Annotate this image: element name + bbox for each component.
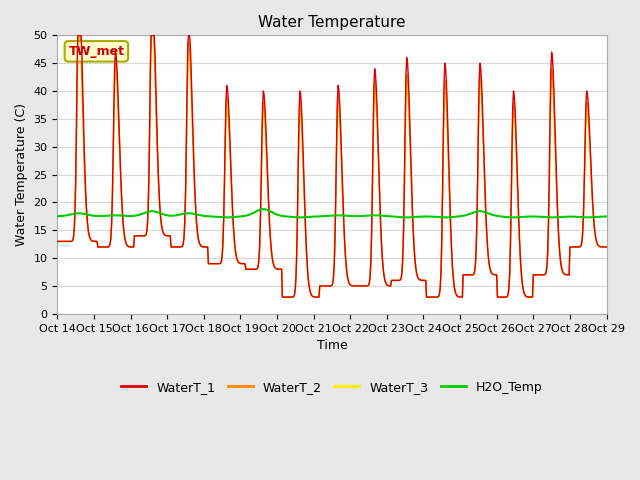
WaterT_1 bbox=[603, 244, 611, 250]
H2O_Temp bbox=[54, 213, 61, 219]
WaterT_1 bbox=[175, 244, 182, 250]
Title: Water Temperature: Water Temperature bbox=[258, 15, 406, 30]
H2O_Temp bbox=[432, 214, 440, 220]
WaterT_3 bbox=[54, 239, 61, 244]
WaterT_2 bbox=[603, 244, 611, 250]
WaterT_3 bbox=[378, 244, 385, 250]
Line: H2O_Temp: H2O_Temp bbox=[58, 209, 607, 217]
H2O_Temp bbox=[174, 212, 182, 218]
WaterT_3 bbox=[554, 218, 561, 224]
WaterT_1 bbox=[378, 240, 385, 246]
Y-axis label: Water Temperature (C): Water Temperature (C) bbox=[15, 103, 28, 246]
Legend: WaterT_1, WaterT_2, WaterT_3, H2O_Temp: WaterT_1, WaterT_2, WaterT_3, H2O_Temp bbox=[116, 376, 548, 399]
WaterT_3 bbox=[603, 244, 611, 250]
Line: WaterT_1: WaterT_1 bbox=[58, 36, 607, 297]
WaterT_2 bbox=[433, 294, 440, 300]
WaterT_1 bbox=[54, 239, 61, 244]
WaterT_2 bbox=[554, 215, 561, 220]
WaterT_2 bbox=[54, 239, 61, 244]
WaterT_2 bbox=[324, 283, 332, 289]
WaterT_1 bbox=[433, 294, 440, 300]
WaterT_3 bbox=[433, 294, 440, 300]
WaterT_3 bbox=[175, 244, 182, 250]
WaterT_3 bbox=[429, 294, 436, 300]
WaterT_2 bbox=[198, 244, 206, 250]
WaterT_1 bbox=[429, 294, 436, 300]
WaterT_2 bbox=[175, 244, 182, 250]
WaterT_3 bbox=[324, 283, 332, 289]
H2O_Temp bbox=[198, 213, 205, 218]
WaterT_1 bbox=[554, 210, 561, 216]
H2O_Temp bbox=[554, 214, 561, 220]
H2O_Temp bbox=[324, 213, 332, 219]
Line: WaterT_2: WaterT_2 bbox=[58, 36, 607, 297]
Line: WaterT_3: WaterT_3 bbox=[58, 36, 607, 297]
H2O_Temp bbox=[378, 213, 385, 218]
WaterT_3 bbox=[198, 244, 206, 250]
H2O_Temp bbox=[603, 214, 611, 219]
WaterT_2 bbox=[74, 33, 82, 38]
WaterT_1 bbox=[74, 33, 82, 38]
Text: TW_met: TW_met bbox=[68, 45, 124, 58]
WaterT_2 bbox=[429, 294, 436, 300]
H2O_Temp bbox=[259, 206, 267, 212]
WaterT_2 bbox=[378, 242, 385, 248]
WaterT_3 bbox=[75, 33, 83, 38]
X-axis label: Time: Time bbox=[317, 339, 348, 352]
WaterT_1 bbox=[198, 244, 206, 250]
H2O_Temp bbox=[548, 215, 556, 220]
WaterT_1 bbox=[324, 283, 332, 289]
